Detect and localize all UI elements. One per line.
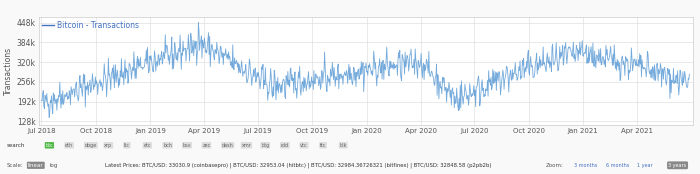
Text: Scale:: Scale: [7,163,24,168]
Text: rdd: rdd [281,143,289,148]
Legend: Bitcoin - Transactions: Bitcoin - Transactions [42,21,139,30]
Y-axis label: Transactions: Transactions [4,47,13,95]
Text: 6 months: 6 months [606,163,629,168]
Text: dash: dash [222,143,234,148]
Text: ltc: ltc [124,143,130,148]
Text: 3 months: 3 months [574,163,597,168]
Text: bsv: bsv [183,143,191,148]
Text: xrp: xrp [104,143,113,148]
Text: zec: zec [202,143,211,148]
Text: btg: btg [261,143,270,148]
Text: bch: bch [163,143,172,148]
Text: etc: etc [144,143,151,148]
Text: linear: linear [28,163,43,168]
Text: blk: blk [340,143,347,148]
Text: log: log [49,163,57,168]
Text: Zoom:: Zoom: [546,163,564,168]
Text: xmr: xmr [241,143,251,148]
Text: 3 years: 3 years [668,163,687,168]
Text: 1 year: 1 year [637,163,652,168]
Text: eth: eth [65,143,74,148]
Text: doge: doge [85,143,97,148]
Text: btc: btc [46,143,53,148]
Text: Latest Prices: BTC/USD: 33030.9 (coinbasepro) | BTC/USD: 32953.04 (hitbtc) | BTC: Latest Prices: BTC/USD: 33030.9 (coinbas… [105,163,491,168]
Text: ftc: ftc [320,143,326,148]
Text: vtc: vtc [300,143,308,148]
Text: search: search [7,143,25,148]
